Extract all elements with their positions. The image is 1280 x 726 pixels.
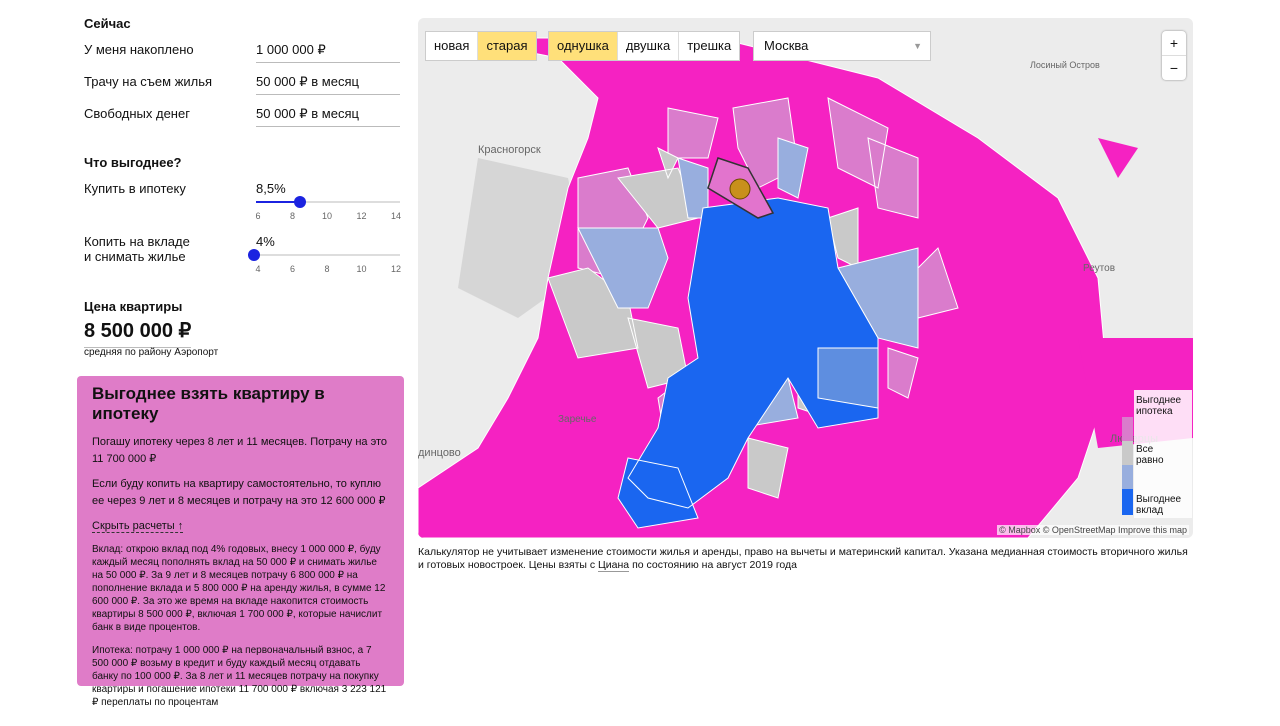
place-label: Заречье	[558, 414, 597, 425]
field-label: Свободных денег	[84, 106, 190, 121]
slider-tick: 10	[321, 211, 333, 221]
detail-text: Ипотека: потрачу 1 000 000 ₽ на первонач…	[92, 645, 387, 708]
slider-label: Купить в ипотеку	[84, 181, 186, 196]
heading: Что выгоднее?	[84, 155, 182, 170]
district-mortgage	[1078, 138, 1193, 448]
place-label: Реутов	[1083, 263, 1115, 274]
slider-value: 4%	[256, 234, 275, 249]
slider-tick: 12	[390, 264, 402, 274]
legend-label: Выгоднее ипотека	[1136, 395, 1182, 417]
result-title: Выгоднее взять квартиру в ипотеку	[92, 384, 325, 423]
slider-tick: 14	[390, 211, 402, 221]
attribution: © Mapbox © OpenStreetMap Improve this ma…	[997, 525, 1189, 535]
place-label: динцово	[418, 447, 461, 459]
marker	[729, 178, 751, 200]
legend-label: Выгоднее вклад	[1136, 494, 1182, 516]
tab[interactable]: новая	[426, 32, 479, 60]
slider-tick: 6	[289, 264, 296, 274]
district-deposit-mid	[817, 347, 879, 409]
slider-tick: 4	[255, 264, 261, 274]
field-input[interactable]: 50 000 ₽ в месяц	[256, 106, 400, 127]
tab[interactable]: двушка	[617, 32, 680, 60]
zoom-in[interactable]: +	[1162, 31, 1186, 56]
slider-tick: 10	[356, 264, 367, 274]
heading: Сейчас	[84, 16, 131, 31]
slider-ticks: 6 8 10 12 14	[255, 211, 401, 223]
map-canvas: Красногорск Лосиный Остров Реутов Заречь…	[418, 37, 1193, 538]
legend-swatch	[1122, 392, 1133, 417]
place-label: Красногорск	[478, 144, 541, 156]
slider-ticks: 4 6 8 10 12	[255, 264, 401, 276]
slider-fill	[256, 201, 300, 203]
legend-swatch	[1122, 441, 1133, 465]
footnote: Калькулятор не учитывает изменение стоим…	[418, 546, 1188, 572]
legend-swatch	[1122, 417, 1133, 441]
result-text: Если буду копить на квартиру самостоятел…	[92, 478, 386, 507]
type-tabs: новая старая	[425, 31, 537, 61]
footnote-text: по состоянию на август 2019 года	[629, 559, 798, 571]
toggle-link[interactable]: Скрыть расчеты ↑	[92, 520, 184, 533]
slider-knob[interactable]	[248, 249, 260, 261]
tab[interactable]: однушка	[549, 32, 618, 60]
detail-text: Вклад: открою вклад под 4% годовых, внес…	[92, 544, 386, 633]
room-tabs: однушка двушка трешка	[548, 31, 741, 61]
slider-knob[interactable]	[294, 196, 306, 208]
slider-tick: 8	[324, 264, 330, 274]
slider-label: и снимать жилье	[84, 249, 186, 264]
result-text: Погашу ипотеку через 8 лет и 11 месяцев.…	[92, 436, 387, 465]
place-label: Лосиный Остров	[1030, 60, 1100, 70]
slider-track	[256, 201, 400, 203]
footnote-text: Калькулятор не учитывает изменение стоим…	[418, 546, 1188, 571]
city-select[interactable]: Москва ▼	[753, 31, 931, 61]
price-value: 8 500 000 ₽	[84, 318, 192, 348]
slider-tick: 6	[255, 211, 261, 221]
slider-tick: 8	[289, 211, 296, 221]
field-input[interactable]: 1 000 000 ₽	[256, 42, 400, 63]
map[interactable]: Красногорск Лосиный Остров Реутов Заречь…	[418, 18, 1193, 538]
slider-value: 8,5%	[256, 181, 286, 196]
legend-swatch	[1122, 489, 1133, 515]
heading: Цена квартиры	[84, 299, 183, 314]
city: Москва	[764, 38, 809, 53]
field-label: Трачу на съем жилья	[84, 74, 213, 89]
legend-swatch	[1122, 465, 1133, 489]
slider-tick: 12	[356, 211, 367, 221]
slider-track	[256, 254, 400, 256]
field-label: У меня накоплено	[84, 42, 194, 57]
zoom-out[interactable]: −	[1169, 60, 1179, 76]
price-note: средняя по району Аэропорт	[84, 347, 219, 358]
legend-label: Все равно	[1136, 444, 1164, 466]
tab[interactable]: старая	[478, 32, 536, 60]
source-link[interactable]: Циана	[598, 559, 630, 572]
result-card: Выгоднее взять квартиру в ипотеку Погашу…	[77, 376, 404, 708]
slider-label: Копить на вкладе	[84, 234, 190, 249]
field-input[interactable]: 50 000 ₽ в месяц	[256, 74, 400, 95]
legend-bg	[1134, 390, 1192, 518]
tab[interactable]: трешка	[679, 32, 740, 60]
district-deposit	[617, 197, 879, 529]
